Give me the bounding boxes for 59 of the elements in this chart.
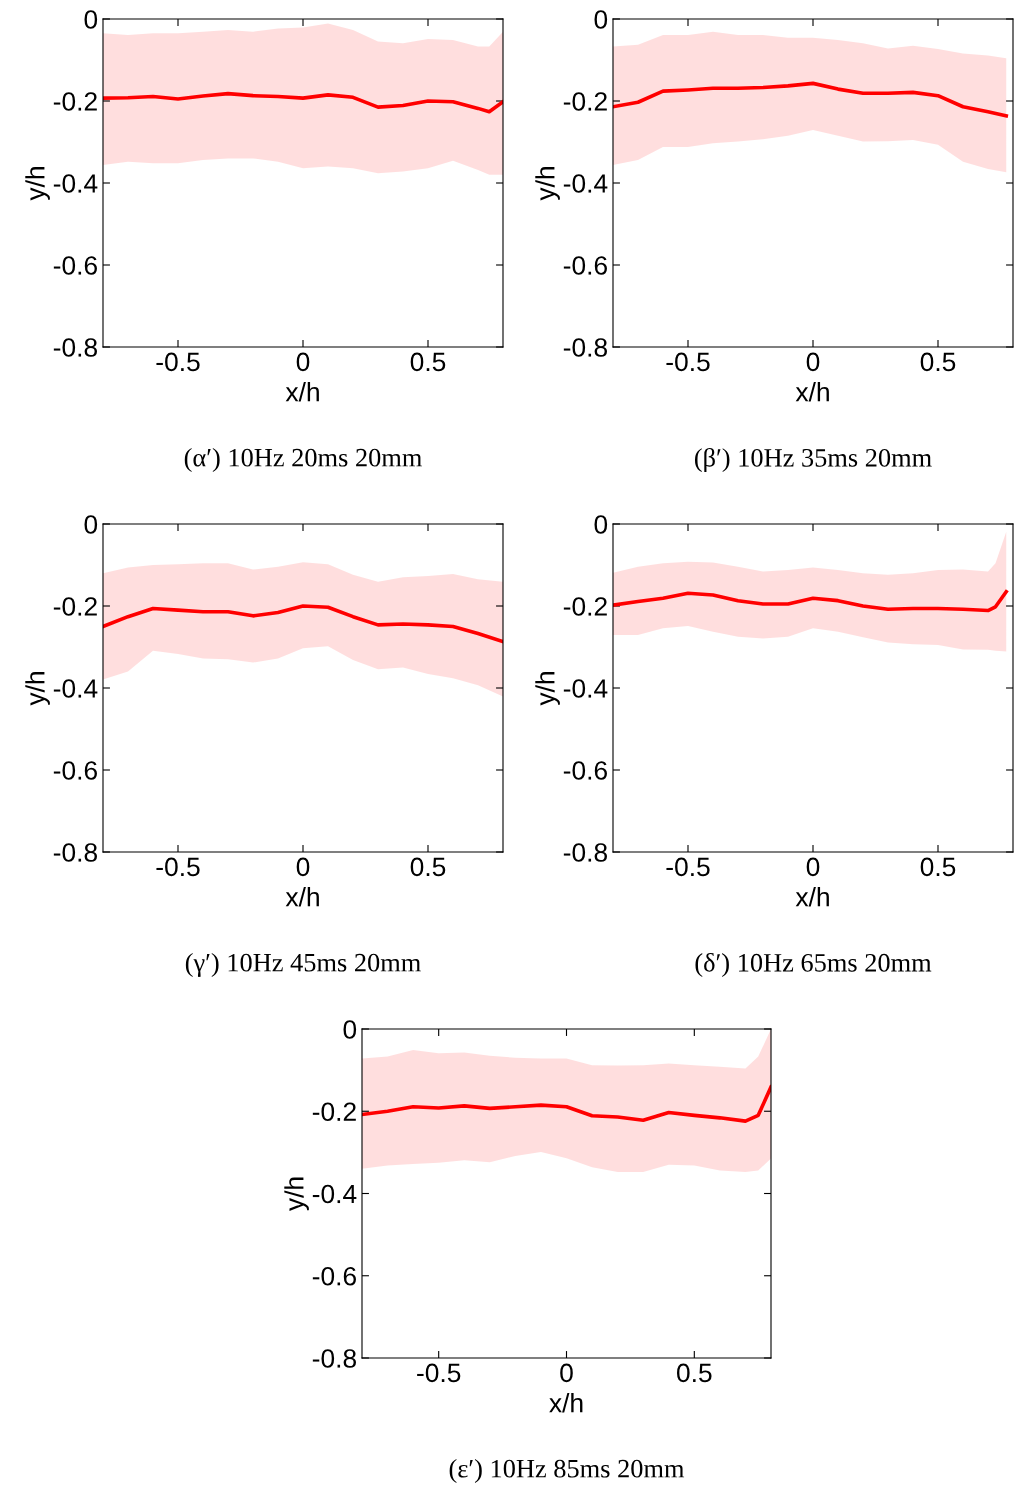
x-tick-label: -0.5: [156, 352, 200, 372]
y-tick-label: -0.2: [563, 597, 607, 616]
text: (ε′) 10Hz 85ms 20mm: [449, 1459, 685, 1483]
y-tick-label: 0: [343, 1020, 357, 1039]
x-axis-title: x/h: [795, 887, 829, 907]
x-tick-label: -0.5: [666, 857, 710, 877]
y-tick-label: 0: [84, 10, 98, 29]
x-tick-label: -0.5: [156, 857, 200, 877]
x-axis-title: x/h: [795, 382, 829, 402]
x-tick-label: 0.5: [677, 1363, 712, 1383]
text: (α′) 10Hz 20ms 20mm: [184, 448, 422, 472]
x-axis-title: x/h: [285, 382, 319, 402]
y-tick-label: -0.8: [312, 1349, 356, 1368]
x-tick-label: -0.5: [666, 352, 710, 372]
line-series: [103, 91, 503, 114]
text: (γ′) 10Hz 45ms 20mm: [185, 953, 421, 977]
y-axis-title: y/h: [535, 672, 560, 706]
y-tick-label: -0.8: [53, 338, 97, 357]
line-series: [362, 1085, 771, 1123]
y-tick-label: -0.4: [563, 679, 608, 698]
y-tick-label: -0.6: [53, 256, 97, 275]
y-tick-label: -0.8: [563, 338, 607, 357]
line-series: [103, 604, 503, 644]
x-tick-label: 0.5: [920, 352, 956, 372]
y-axis-title: y/h: [284, 1177, 309, 1212]
y-tick-label: -0.4: [312, 1184, 357, 1204]
y-tick-label: -0.6: [563, 761, 607, 780]
x-tick-label: 0.5: [410, 352, 446, 372]
y-tick-label: 0: [84, 515, 98, 534]
x-tick-label: -0.5: [417, 1363, 461, 1383]
y-tick-label: -0.2: [53, 92, 97, 111]
y-tick-label: -0.2: [53, 597, 97, 616]
y-tick-label: -0.8: [563, 843, 607, 862]
line-series: [613, 589, 1009, 613]
x-tick-label: 0.5: [410, 857, 446, 877]
y-tick-label: 0: [594, 10, 608, 29]
y-tick-label: -0.2: [563, 92, 607, 111]
y-tick-label: -0.6: [563, 256, 607, 275]
x-axis-title: x/h: [549, 1393, 583, 1413]
x-tick-label: 0: [296, 352, 310, 372]
x-axis-title: x/h: [285, 887, 319, 907]
y-tick-label: -0.4: [53, 679, 98, 698]
x-tick-label: 0: [806, 857, 820, 877]
y-tick-label: -0.2: [312, 1102, 356, 1122]
x-tick-label: 0.5: [920, 857, 956, 877]
y-tick-label: -0.4: [563, 174, 608, 193]
x-tick-label: 0: [296, 857, 310, 877]
y-axis-title: y/h: [535, 167, 560, 201]
y-tick-label: -0.6: [53, 761, 97, 780]
y-tick-label: -0.6: [312, 1266, 356, 1286]
x-tick-label: 0: [806, 352, 820, 372]
y-axis-title: y/h: [25, 167, 50, 201]
text: (β′) 10Hz 35ms 20mm: [694, 447, 932, 473]
text: (δ′) 10Hz 65ms 20mm: [695, 952, 932, 978]
y-tick-label: -0.8: [53, 843, 97, 862]
y-tick-label: -0.4: [53, 174, 98, 193]
y-tick-label: 0: [594, 515, 608, 534]
line-series: [613, 81, 1009, 118]
y-axis-title: y/h: [25, 672, 50, 706]
